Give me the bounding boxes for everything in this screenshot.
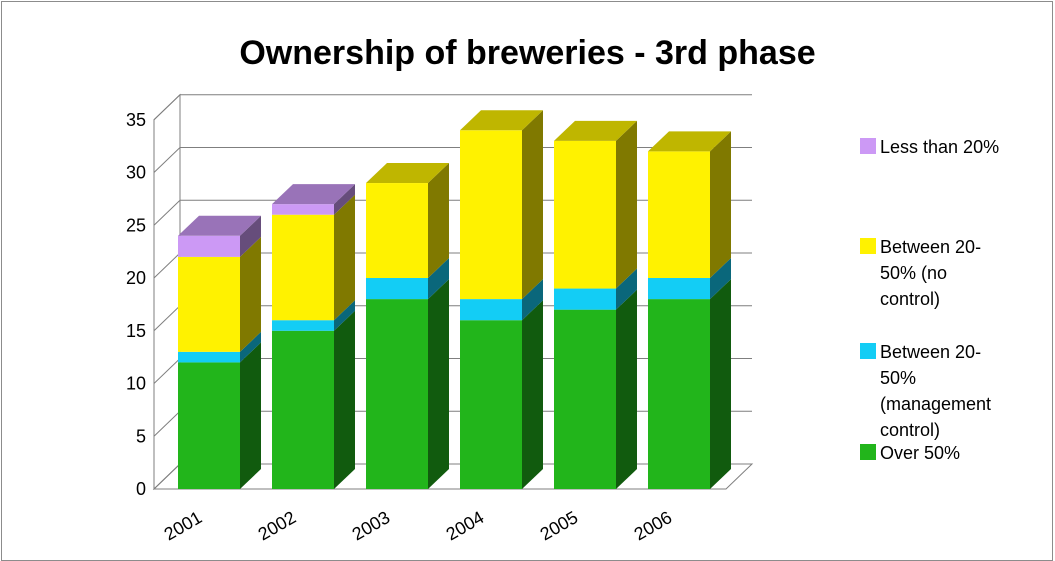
y-tick-label: 30 [126, 163, 146, 183]
bar-segment [460, 130, 522, 300]
y-tick-label: 10 [126, 374, 146, 394]
legend-swatch [860, 444, 876, 460]
y-tick-label: 35 [126, 110, 146, 130]
gridline [153, 94, 752, 121]
bar-top [178, 215, 261, 236]
bar-segment [366, 183, 428, 278]
legend-label: Over 50% [880, 443, 961, 463]
bar-side [522, 300, 543, 489]
bar-segment [554, 288, 616, 310]
bar-side [334, 184, 355, 215]
bar-side [240, 331, 261, 363]
bar-segment [366, 278, 428, 300]
bar-side [240, 342, 261, 489]
bar-side [240, 215, 261, 257]
bar-side [240, 236, 261, 352]
bar-side [616, 289, 637, 489]
legend-label: Between 20-50% (management control) [880, 342, 992, 440]
legend-label: Less than 20% [880, 137, 1000, 157]
bar-side [334, 300, 355, 331]
bar-segment [272, 330, 334, 489]
x-tick-label: 2001 [161, 507, 206, 544]
bar-segment [272, 320, 334, 331]
y-tick-label: 0 [136, 479, 146, 499]
bar-segment [178, 351, 240, 363]
bar-top [460, 110, 543, 131]
bar-segment [554, 309, 616, 489]
x-tick-label: 2003 [349, 507, 394, 544]
x-tick-label: 2006 [631, 507, 676, 544]
y-tick-label: 5 [136, 426, 146, 446]
bar-top [554, 120, 637, 141]
bar-segment [272, 204, 334, 215]
bar-top [648, 131, 731, 152]
bar-segment [178, 256, 240, 352]
x-tick-label: 2004 [443, 507, 488, 544]
bar-segment [178, 362, 240, 489]
legend-swatch [860, 238, 876, 254]
bar-side [616, 268, 637, 310]
y-tick-label: 15 [126, 321, 146, 341]
bar-segment [178, 235, 240, 257]
bar-segment [648, 299, 710, 489]
legend-label: Between 20-50% (no control) [880, 237, 982, 309]
y-tick-label: 20 [126, 268, 146, 288]
x-tick-label: 2002 [255, 507, 300, 544]
bar-segment [648, 151, 710, 278]
bar-side [428, 279, 449, 489]
bar-top [272, 184, 355, 205]
side-wall [153, 93, 181, 491]
bar-segment [460, 299, 522, 321]
x-tick-label: 2005 [537, 507, 582, 544]
bar-side [428, 258, 449, 300]
bar-side [616, 120, 637, 289]
bar-side [334, 194, 355, 321]
bar-side [710, 258, 731, 300]
bar-segment [554, 140, 616, 289]
bar-side [522, 279, 543, 321]
bar-segment [272, 214, 334, 321]
bar-segment [648, 278, 710, 300]
y-tick-label: 25 [126, 215, 146, 235]
chart-title: Ownership of breweries - 3rd phase [239, 34, 816, 72]
bar-segment [366, 299, 428, 489]
bar-side [710, 131, 731, 278]
bar-side [522, 110, 543, 300]
bar-side [334, 310, 355, 489]
bar-segment [460, 320, 522, 489]
bar-top [366, 163, 449, 184]
legend-swatch [860, 138, 876, 154]
bar-side [710, 279, 731, 489]
bar-side [428, 163, 449, 278]
legend-swatch [860, 343, 876, 359]
